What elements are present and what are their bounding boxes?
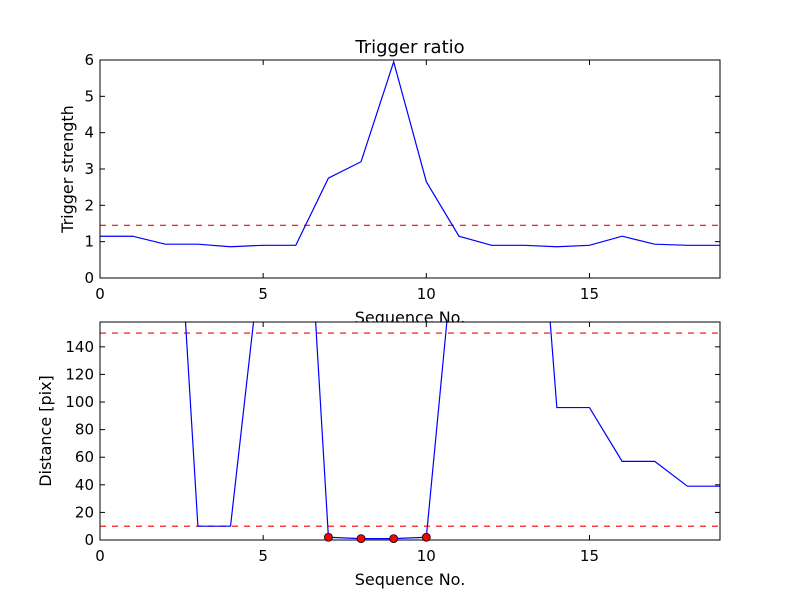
top-y-tick-label: 0: [84, 269, 94, 287]
top-y-tick-label: 3: [84, 160, 94, 178]
top-y-tick-label: 2: [84, 196, 94, 214]
bottom-y-tick-label: 60: [75, 448, 94, 466]
bottom-plot-content: [100, 322, 720, 540]
top-x-tick-label: 10: [417, 285, 436, 303]
top-y-tick-label: 4: [84, 124, 94, 142]
top-x-tick-label: 0: [95, 285, 105, 303]
bottom-axes-frame: [99, 321, 721, 541]
bottom-y-tick-label: 100: [65, 393, 94, 411]
bottom-y-tick-label: 0: [84, 531, 94, 549]
bottom-chart: 0 5 10 15 0 20 40 60 80 100 120 140 Sequence No. Di…: [36, 321, 721, 589]
top-y-tick-label: 1: [84, 233, 94, 251]
bottom-y-tick-label: 20: [75, 503, 94, 521]
top-series-line-0: [100, 60, 720, 248]
bottom-marker-point: [421, 532, 431, 542]
top-plot-area: [100, 60, 720, 278]
bottom-y-tick-label: 80: [75, 421, 94, 439]
bottom-marker-point: [356, 534, 366, 544]
bottom-ticks: 0 5 10 15 0 20 40 60 80 100 120 140: [65, 322, 720, 565]
top-y-tick-label: 5: [84, 87, 94, 105]
bottom-x-tick-label: 15: [580, 547, 599, 565]
top-x-tick-label: 15: [580, 285, 599, 303]
top-x-tick-label: 5: [258, 285, 268, 303]
top-ticks: 0 5 10 15 0 1 2 3 4 5 6: [84, 51, 720, 303]
top-y-axis-label: Trigger strength: [58, 105, 77, 234]
bottom-x-tick-label: 0: [95, 547, 105, 565]
top-y-tick-label: 6: [84, 51, 94, 69]
bottom-y-tick-label: 120: [65, 365, 94, 383]
bottom-marker-point: [389, 534, 399, 544]
top-plot-content: [100, 60, 720, 248]
bottom-marker-point: [324, 532, 333, 542]
top-chart-title: Trigger ratio: [354, 37, 464, 58]
bottom-y-axis-label: Distance [pix]: [36, 375, 55, 487]
bottom-series-line-0: [184, 322, 720, 540]
bottom-x-axis-label: Sequence No.: [355, 570, 466, 589]
bottom-x-tick-label: 10: [417, 547, 436, 565]
bottom-y-tick-label: 40: [75, 476, 94, 494]
bottom-x-tick-label: 5: [258, 547, 268, 565]
bottom-plot-area: [100, 322, 720, 540]
bottom-y-tick-label: 140: [65, 338, 94, 356]
